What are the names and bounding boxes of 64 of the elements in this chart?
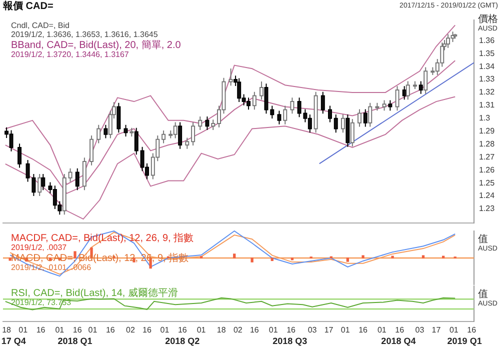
x2-tick-label: 2018 Q4 — [381, 336, 416, 346]
bar — [250, 258, 254, 262]
y-tick-label: 1.3 — [479, 114, 491, 123]
bar — [362, 255, 364, 258]
y-tick-label: 1.34 — [479, 62, 496, 71]
annotation: 2019/1/2, 1.3720, 1.3446, 1.3167 — [11, 50, 130, 60]
x-tick-label: 16 — [286, 326, 296, 335]
y-tick-label: 1.27 — [479, 152, 496, 162]
y-tick-label: 1.36 — [479, 36, 496, 45]
x-tick-label: 18 — [216, 326, 226, 335]
y-tick-label: 1.26 — [479, 165, 496, 174]
x-tick-label: 01 — [196, 326, 206, 335]
x2-tick-label: 17 Q4 — [1, 336, 26, 346]
x-tick-label: 01 — [160, 326, 170, 335]
x-tick-label: 17 — [432, 326, 442, 335]
y-tick-label: 1.28 — [479, 139, 496, 148]
x-tick-label: 01 — [377, 326, 387, 335]
x-tick-label: 16 — [36, 326, 46, 335]
bar — [391, 256, 394, 258]
x-tick-label: 16 — [142, 326, 152, 335]
x2-tick-label: 2018 Q2 — [165, 336, 200, 346]
x-tick-label: 18 — [2, 326, 12, 335]
annotation: 2019/1/2, 1.3636, 1.3653, 1.3616, 1.3645 — [11, 30, 158, 40]
x-tick-label: 16 — [72, 326, 82, 335]
x-tick-label: 01 — [55, 326, 65, 335]
x-tick-label: 16 — [467, 326, 477, 335]
y-tick-label: 1.24 — [479, 191, 496, 200]
x-tick-label: 01 — [18, 326, 28, 335]
x-tick-label: 02 — [126, 326, 136, 335]
x-tick-label: 03 — [415, 326, 425, 335]
y-tick-label: 1.31 — [479, 100, 496, 110]
chart-title: 報價 CAD= — [2, 0, 54, 12]
x2-tick-label: 2019 Q1 — [447, 336, 482, 346]
annotation: BBand, CAD=, Bid(Last), 20, 簡單, 2.0 — [11, 38, 182, 51]
x-tick-label: 02 — [233, 326, 243, 335]
x-tick-label: 16 — [250, 326, 260, 335]
y-tick-label: 1.25 — [479, 178, 496, 188]
bar — [290, 258, 294, 260]
y-tick-label: 1.35 — [479, 48, 496, 58]
x-tick-label: 17 — [324, 326, 334, 335]
annotation: RSI, CAD=, Bid(Last), 14, 威爾德平滑 — [11, 286, 178, 299]
x-tick-label: 01 — [88, 326, 98, 335]
bar — [346, 258, 350, 262]
bar — [270, 258, 274, 262]
y-tick-label: 1.23 — [479, 204, 496, 214]
x-tick-label: 01 — [449, 326, 459, 335]
y-tick-label: 1.29 — [479, 126, 496, 136]
bar — [442, 256, 445, 258]
x2-tick-label: 2018 Q3 — [272, 336, 308, 346]
x-tick-label: 01 — [268, 326, 278, 335]
bar — [233, 254, 236, 258]
x-tick-label: 16 — [395, 326, 405, 335]
x-tick-label: 16 — [106, 326, 116, 335]
x-tick-label: 03 — [308, 326, 318, 335]
x-tick-label: 16 — [358, 326, 368, 335]
x-tick-label: 16 — [178, 326, 188, 335]
x2-tick-label: 2018 Q1 — [58, 336, 92, 346]
bar — [8, 258, 12, 261]
bar — [422, 255, 425, 258]
annotation: 2019/1/2, .0037 — [11, 243, 68, 252]
annotation: Cndl, CAD=, Bid — [11, 21, 70, 30]
x-tick-label: 01 — [340, 326, 350, 335]
y-tick-label: 1.32 — [479, 88, 496, 97]
y-tick-label: 1.33 — [479, 74, 496, 84]
